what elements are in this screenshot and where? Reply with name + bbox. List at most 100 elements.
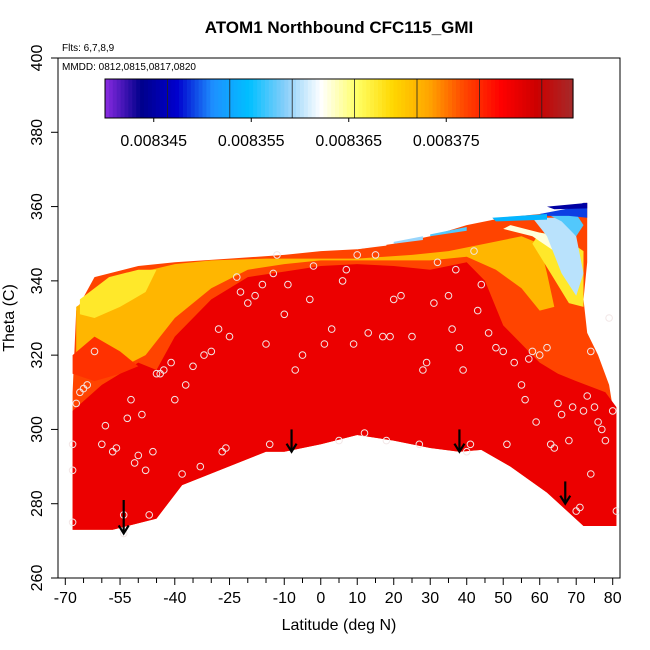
sample-point <box>298 351 307 359</box>
sample-point <box>258 280 267 289</box>
sample-point <box>598 425 606 434</box>
colorbar-swatch <box>339 79 344 118</box>
colorbar-swatch <box>569 79 574 118</box>
colorbar-swatch <box>370 79 375 118</box>
sample-point <box>284 280 292 289</box>
colorbar-swatch <box>186 79 192 118</box>
colorbar-swatch <box>444 79 449 118</box>
x-tick-label: 80 <box>604 590 622 607</box>
sample-point <box>335 436 343 445</box>
region-rim-cyan-2 <box>393 236 423 244</box>
dates-note: MMDD: 0812,0815,0817,0820 <box>62 62 196 73</box>
sample-point <box>251 291 259 300</box>
colorbar-swatch <box>549 79 555 118</box>
sample-point <box>320 340 329 348</box>
colorbar-swatch <box>483 79 488 118</box>
colorbar-swatch <box>300 79 305 118</box>
colorbar-swatch <box>108 79 114 118</box>
colorbar-swatch <box>116 79 122 118</box>
x-tick-label: -70 <box>54 590 77 607</box>
colorbar-swatch <box>553 79 558 118</box>
sample-point <box>309 262 318 270</box>
colorbar-swatch <box>276 79 282 118</box>
colorbar-swatch <box>417 79 422 118</box>
sample-point <box>225 332 234 341</box>
sample-point <box>462 447 471 456</box>
colorbar-swatch <box>210 79 215 118</box>
sample-point <box>360 429 369 437</box>
sample-point <box>510 358 519 367</box>
sample-point <box>269 269 278 278</box>
sample-point <box>244 299 252 307</box>
colorbar-frame <box>104 78 574 119</box>
y-tick-label: 340 <box>29 267 46 294</box>
colorbar-tick-label: 0.008345 <box>120 133 187 150</box>
sample-point <box>386 332 394 341</box>
sample-point <box>492 343 500 352</box>
sample-point <box>554 399 562 408</box>
colorbar-swatch <box>218 79 223 118</box>
sample-point <box>608 407 617 415</box>
colorbar-swatch <box>311 79 317 118</box>
sample-point <box>459 366 467 374</box>
colorbar-swatch <box>545 79 551 118</box>
tropopause-arrow <box>559 481 572 506</box>
x-tick-label: -40 <box>163 590 186 607</box>
sample-point <box>167 358 175 367</box>
colorbar-swatch <box>502 79 508 118</box>
colorbar-swatch <box>202 79 207 118</box>
colorbar-tick-label: 0.008375 <box>413 133 480 150</box>
colorbar-swatch <box>257 79 262 118</box>
colorbar-swatch <box>128 79 133 118</box>
colorbar-swatch <box>272 79 278 118</box>
colorbar-swatch <box>424 79 430 118</box>
colorbar-swatch <box>518 79 523 118</box>
colorbar-swatch <box>190 79 196 118</box>
colorbar-swatch <box>475 79 480 118</box>
colorbar-swatch <box>225 79 231 118</box>
colorbar-swatch <box>530 79 535 118</box>
sample-point <box>353 251 362 259</box>
colorbar-swatch <box>167 79 172 118</box>
sample-point <box>587 347 595 356</box>
colorbar-swatch <box>140 79 145 118</box>
colorbar-swatch <box>534 79 539 118</box>
sample-point <box>466 440 475 449</box>
colorbar-swatch <box>319 79 324 118</box>
sample-point <box>262 340 270 348</box>
colorbar-swatch <box>214 79 219 118</box>
colorbar-swatch <box>253 79 258 118</box>
colorbar-swatch <box>409 79 414 118</box>
x-tick-label: 70 <box>567 590 585 607</box>
sample-point <box>470 247 478 255</box>
colorbar-swatch <box>456 79 461 118</box>
colorbar-swatch <box>159 79 165 118</box>
sample-point <box>68 466 77 475</box>
colorbar-swatch <box>144 79 149 118</box>
colorbar-swatch <box>249 79 254 118</box>
colorbar-tick-label: 0.008355 <box>218 133 285 150</box>
sample-point <box>236 288 245 296</box>
colorbar-swatch <box>132 79 137 118</box>
sample-point <box>364 329 373 337</box>
colorbar-swatch <box>561 79 566 118</box>
colorbar-tick-label: 0.008365 <box>315 133 382 150</box>
colorbar-swatch <box>393 79 399 118</box>
sample-point <box>397 291 405 300</box>
colorbar-swatch <box>428 79 434 118</box>
x-tick-label: 30 <box>421 590 439 607</box>
sample-point <box>327 325 336 333</box>
colorbar-swatch <box>292 79 297 118</box>
colorbar-swatch <box>233 79 239 118</box>
colorbar-swatch <box>335 79 340 118</box>
colorbar-swatch <box>307 79 313 118</box>
sample-point <box>532 418 540 426</box>
colorbar-swatch <box>491 79 496 118</box>
colorbar-swatch <box>358 79 363 118</box>
sample-point <box>448 325 456 333</box>
colorbar-swatch <box>389 79 395 118</box>
sample-point <box>473 306 482 315</box>
colorbar-swatch <box>268 79 274 118</box>
sample-point <box>68 440 77 449</box>
